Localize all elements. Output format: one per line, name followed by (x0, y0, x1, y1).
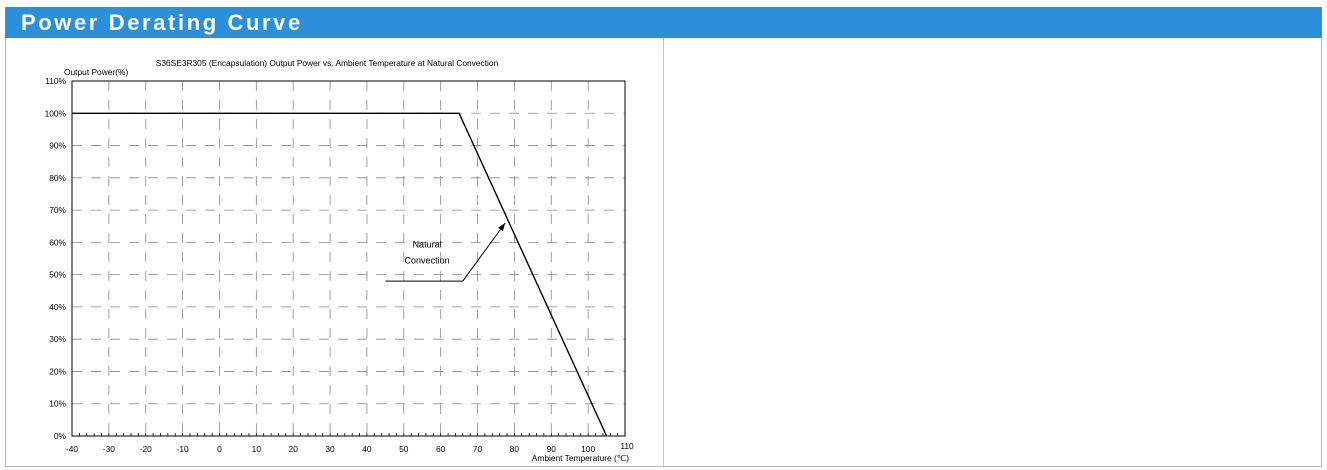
y-axis-label: Output Power(%) (64, 67, 128, 77)
x-tick-label: 100 (581, 444, 595, 454)
annotation-label-line1: Natural (413, 240, 442, 250)
y-tick-labels: 0% 10% 20% 30% 40% 50% 60% 70% 80% 90% 100% 110% (45, 76, 67, 441)
chart-title: S36SE3R305 (Encapsulation) Output Power … (156, 58, 499, 68)
x-tick-label: 40 (362, 444, 372, 454)
x-minor-ticks (71, 433, 626, 436)
x-tick-label: -40 (66, 444, 78, 454)
y-tick-label: 100% (45, 108, 67, 118)
x-tick-label: 30 (325, 444, 335, 454)
x-tick-label: -30 (103, 444, 115, 454)
annotation-leader (385, 222, 506, 282)
x-tick-label: 80 (510, 444, 520, 454)
x-tick-label: 10 (252, 444, 262, 454)
derating-chart: -40 -30 -20 -10 0 10 20 30 40 50 60 70 80 90 100 110 0%… (45, 58, 634, 463)
y-tick-label: 0% (54, 431, 67, 441)
y-tick-label: 40% (49, 302, 66, 312)
y-tick-label: 110% (45, 76, 66, 86)
x-tick-label: 110 (620, 441, 634, 451)
y-tick-label: 90% (49, 141, 66, 151)
y-tick-label: 20% (49, 366, 66, 376)
plot-frame (71, 80, 626, 437)
x-tick-label: 90 (547, 444, 557, 454)
annotation-arrowhead (498, 223, 506, 232)
y-tick-label: 80% (49, 173, 66, 183)
section-title: Power Derating Curve (21, 10, 303, 35)
x-tick-label: 70 (473, 444, 483, 454)
x-tick-labels: -40 -30 -20 -10 0 10 20 30 40 50 60 70 80 90 100 110 (66, 441, 634, 454)
y-tick-label: 60% (49, 237, 66, 247)
y-tick-label: 50% (49, 270, 66, 280)
x-axis-label: Ambient Temperature (℃) (532, 453, 629, 463)
y-tick-label: 30% (49, 334, 66, 344)
x-tick-label: 60 (436, 444, 446, 454)
x-tick-label: -20 (140, 444, 152, 454)
x-tick-label: -10 (177, 444, 189, 454)
series-layer (72, 112, 608, 437)
section-banner: Power Derating Curve (5, 7, 1322, 38)
chart-grid (72, 81, 625, 436)
annotation: Natural Convection (385, 222, 506, 282)
series-line (72, 112, 608, 437)
panel-divider (663, 38, 664, 467)
y-tick-label: 10% (49, 399, 66, 409)
y-tick-label: 70% (49, 205, 66, 215)
x-tick-label: 20 (289, 444, 299, 454)
x-tick-label: 0 (217, 444, 222, 454)
annotation-label-line2: Convection (405, 256, 450, 266)
x-tick-label: 50 (399, 444, 409, 454)
